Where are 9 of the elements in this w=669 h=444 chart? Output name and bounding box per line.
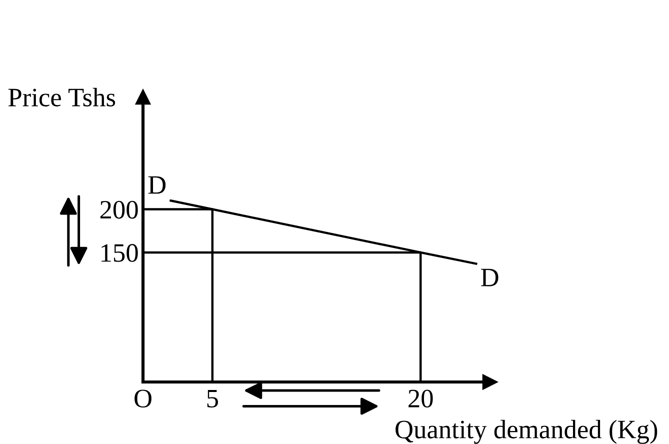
annotation: D <box>148 176 166 194</box>
x-tick-label: 20 <box>408 390 433 408</box>
y-axis-title: Price Tshs <box>8 88 116 106</box>
annotation: D <box>481 268 498 286</box>
x-tick-label: 5 <box>207 390 218 408</box>
x-axis-title: Quantity demanded (Kg) <box>396 420 658 444</box>
y-tick-label: 200 <box>100 200 138 219</box>
y-tick-label: 150 <box>102 244 138 262</box>
x-tick-label: O <box>134 390 152 408</box>
